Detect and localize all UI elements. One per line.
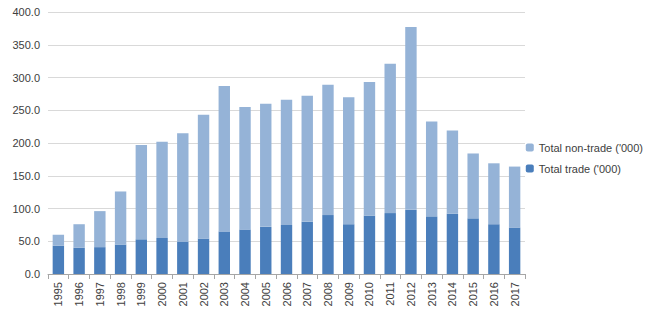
svg-text:2010: 2010 xyxy=(363,282,375,306)
svg-text:2014: 2014 xyxy=(446,282,458,306)
svg-text:2017: 2017 xyxy=(509,282,521,306)
svg-text:1996: 1996 xyxy=(73,282,85,306)
svg-text:250.0: 250.0 xyxy=(12,104,40,116)
svg-text:2000: 2000 xyxy=(156,282,168,306)
svg-text:2009: 2009 xyxy=(343,282,355,306)
svg-text:1998: 1998 xyxy=(115,282,127,306)
svg-text:Total trade ('000): Total trade ('000) xyxy=(539,163,621,175)
svg-text:2005: 2005 xyxy=(260,282,272,306)
svg-text:100.0: 100.0 xyxy=(12,203,40,215)
svg-text:2002: 2002 xyxy=(198,282,210,306)
svg-text:0.0: 0.0 xyxy=(25,268,40,280)
svg-text:400.0: 400.0 xyxy=(12,6,40,18)
svg-text:300.0: 300.0 xyxy=(12,72,40,84)
svg-text:2016: 2016 xyxy=(488,282,500,306)
svg-text:200.0: 200.0 xyxy=(12,137,40,149)
svg-text:2015: 2015 xyxy=(467,282,479,306)
svg-text:2011: 2011 xyxy=(384,282,396,306)
svg-text:150.0: 150.0 xyxy=(12,170,40,182)
svg-text:2007: 2007 xyxy=(301,282,313,306)
svg-text:Total non-trade ('000): Total non-trade ('000) xyxy=(539,142,643,154)
svg-text:1995: 1995 xyxy=(52,282,64,306)
svg-text:2003: 2003 xyxy=(218,282,230,306)
svg-text:2004: 2004 xyxy=(239,282,251,306)
svg-text:350.0: 350.0 xyxy=(12,39,40,51)
svg-text:2006: 2006 xyxy=(281,282,293,306)
svg-text:1997: 1997 xyxy=(94,282,106,306)
svg-text:2012: 2012 xyxy=(405,282,417,306)
svg-text:2008: 2008 xyxy=(322,282,334,306)
svg-text:2001: 2001 xyxy=(177,282,189,306)
svg-text:1999: 1999 xyxy=(135,282,147,306)
svg-text:2013: 2013 xyxy=(426,282,438,306)
svg-text:50.0: 50.0 xyxy=(19,235,40,247)
